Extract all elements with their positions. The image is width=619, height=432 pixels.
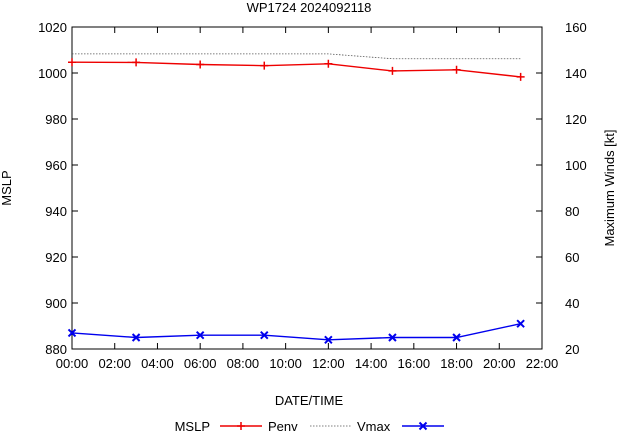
- series-line-vmax: [71, 323, 521, 341]
- legend-label-mslp: MSLP: [175, 419, 210, 432]
- data-point-penv: [260, 61, 269, 70]
- x-tick-label: 14:00: [355, 356, 388, 371]
- series-line-penv: [71, 61, 521, 78]
- x-tick-label: 08:00: [227, 356, 260, 371]
- y-tick-label: 880: [45, 342, 67, 357]
- data-point-penv: [196, 60, 205, 69]
- x-tick-label: 00:00: [56, 356, 89, 371]
- x-tick-label: 02:00: [98, 356, 131, 371]
- y-tick-label: 1020: [38, 20, 67, 35]
- y2-tick-label: 120: [565, 112, 587, 127]
- y-tick-label: 940: [45, 204, 67, 219]
- legend-marker-vmax: [418, 421, 428, 431]
- y-tick-label: 980: [45, 112, 67, 127]
- x-axis-ticks: 00:00 02:00 04:00 06:00 08:00 10:00 12:00 14:00…: [56, 27, 559, 371]
- data-point-vmax: [516, 319, 525, 328]
- y2-tick-label: 60: [565, 250, 579, 265]
- y2-tick-label: 140: [565, 66, 587, 81]
- data-point-penv: [324, 59, 333, 68]
- data-point-vmax: [67, 328, 77, 338]
- data-point-vmax: [324, 335, 333, 345]
- data-point-vmax: [388, 333, 397, 342]
- x-tick-label: 16:00: [398, 356, 431, 371]
- y2-tick-label: 100: [565, 158, 587, 173]
- data-point-vmax: [195, 330, 205, 340]
- series-group: [67, 53, 525, 345]
- x-tick-label: 04:00: [141, 356, 174, 371]
- y-tick-label: 900: [45, 296, 67, 311]
- legend-marker-penv: [237, 422, 245, 430]
- x-tick-label: 10:00: [269, 356, 302, 371]
- y-axis-label: MSLP: [0, 170, 14, 205]
- data-point-vmax: [260, 330, 269, 340]
- data-point-penv: [132, 58, 141, 67]
- legend: MSLP Penv Vmax: [175, 419, 444, 432]
- data-point-vmax: [131, 333, 141, 342]
- y-tick-label: 960: [45, 158, 67, 173]
- x-tick-label: 06:00: [184, 356, 217, 371]
- chart-title: WP1724 2024092118: [247, 0, 372, 15]
- plot-frame: [71, 26, 543, 350]
- data-point-penv: [516, 72, 525, 81]
- series-line-mslp: [72, 53, 521, 60]
- data-point-penv: [388, 66, 397, 75]
- data-point-penv: [68, 58, 76, 67]
- x-tick-label: 18:00: [440, 356, 473, 371]
- x-tick-label: 20:00: [483, 356, 516, 371]
- x-axis-label: DATE/TIME: [275, 393, 344, 408]
- x-tick-label: 12:00: [312, 356, 345, 371]
- y2-tick-label: 40: [565, 296, 579, 311]
- y2-tick-label: 80: [565, 204, 579, 219]
- y2-tick-label: 160: [565, 20, 587, 35]
- y-axis-ticks: 880 900 920 940 960 980 1000 1020: [38, 20, 78, 357]
- y2-tick-label: 20: [565, 342, 579, 357]
- data-point-penv: [452, 65, 461, 74]
- y2-axis-label: Maximum Winds [kt]: [602, 129, 617, 246]
- y2-axis-ticks: 20 40 60 80 100 120 140 160: [536, 20, 587, 357]
- legend-entry-penv: Penv: [268, 419, 298, 432]
- y-tick-label: 1000: [38, 66, 67, 81]
- legend-entry-vmax: Vmax: [357, 419, 391, 432]
- data-point-vmax: [452, 333, 461, 342]
- x-tick-label: 22:00: [526, 356, 559, 371]
- y-tick-label: 920: [45, 250, 67, 265]
